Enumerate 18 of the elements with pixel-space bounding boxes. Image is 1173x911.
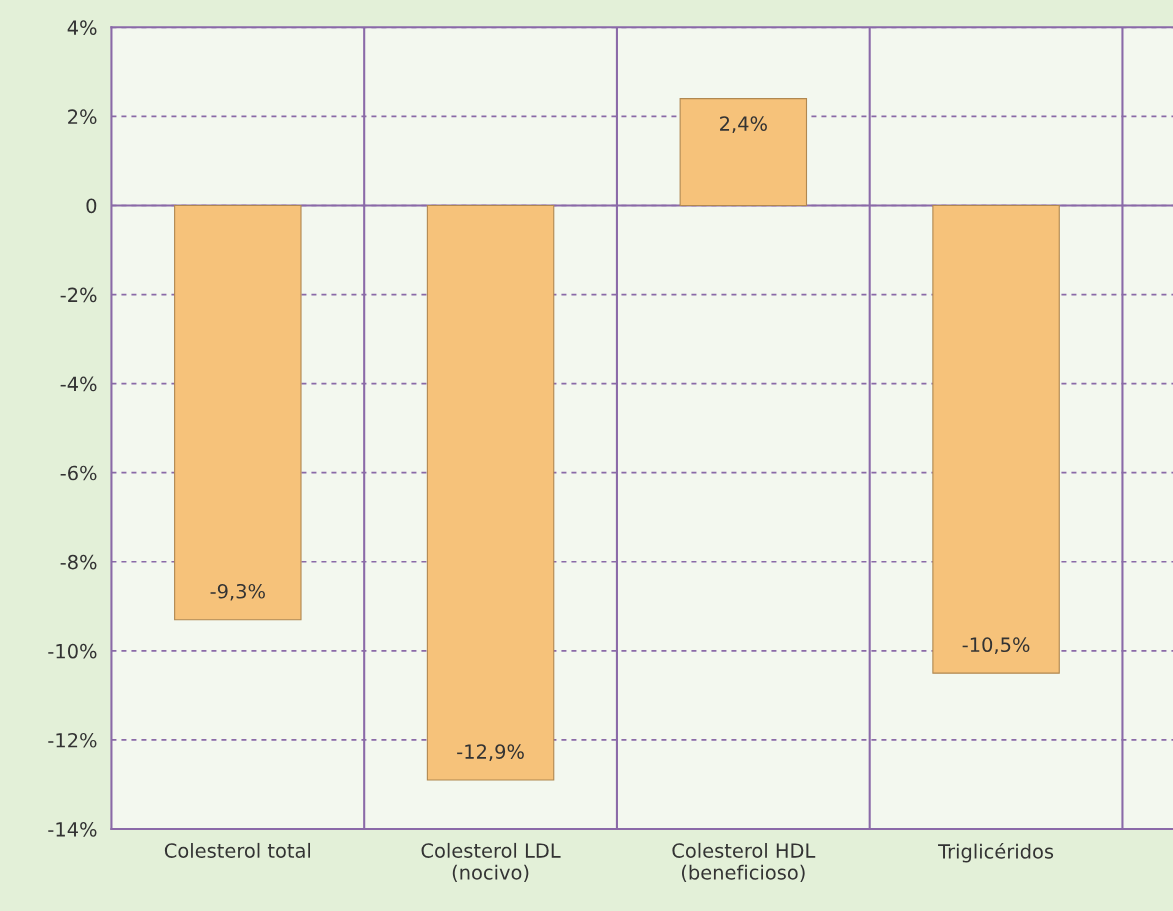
y-tick-label: -10%	[48, 643, 97, 659]
y-tick-label: 0	[86, 198, 97, 214]
x-tick-label: Colesterol LDL (nocivo)	[421, 842, 561, 883]
x-tick-label: Colesterol HDL (beneficioso)	[672, 842, 816, 883]
data-label: 2,4%	[720, 116, 767, 133]
x-tick-label: Colesterol total	[164, 842, 311, 858]
y-tick-label: -8%	[60, 554, 97, 570]
y-tick-label: -14%	[48, 821, 97, 837]
y-tick-label: -12%	[48, 732, 97, 748]
y-tick-label: -6%	[60, 465, 97, 481]
y-tick-label: -2%	[60, 287, 97, 303]
y-tick-label: 4%	[67, 20, 97, 35]
data-label: -9,3%	[210, 583, 265, 601]
x-tick-label: Triglicéridos	[938, 842, 1054, 863]
data-label: -12,9%	[457, 744, 524, 761]
data-label: -10,5%	[962, 637, 1030, 655]
y-tick-label: 2%	[68, 109, 97, 125]
y-tick-label: -4%	[60, 376, 97, 392]
